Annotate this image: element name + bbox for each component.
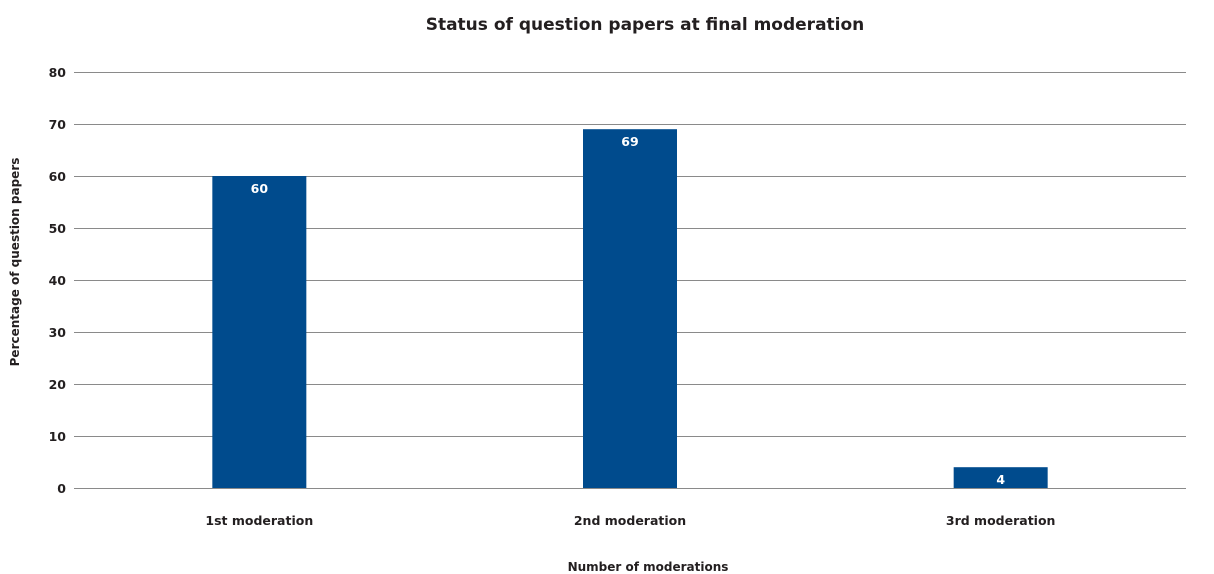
y-tick-label: 20 bbox=[49, 377, 67, 392]
data-label: 69 bbox=[621, 134, 638, 149]
bar bbox=[953, 467, 1048, 488]
y-tick-label: 40 bbox=[49, 273, 67, 288]
data-label: 4 bbox=[996, 472, 1005, 487]
bars bbox=[212, 129, 1048, 488]
data-labels: 60 69 4 bbox=[251, 134, 1006, 487]
y-tick-label: 0 bbox=[57, 481, 66, 496]
y-axis-ticks: 0 10 20 30 40 50 60 70 80 bbox=[49, 65, 67, 496]
y-tick-label: 10 bbox=[49, 429, 67, 444]
x-tick-label: 2nd moderation bbox=[574, 513, 686, 528]
x-axis-ticks: 1st moderation 2nd moderation 3rd moderati… bbox=[205, 513, 1055, 528]
y-tick-label: 50 bbox=[49, 221, 67, 236]
x-tick-label: 1st moderation bbox=[205, 513, 313, 528]
y-tick-label: 70 bbox=[49, 117, 67, 132]
x-axis-label: Number of moderations bbox=[568, 560, 729, 574]
y-tick-label: 80 bbox=[49, 65, 67, 80]
y-tick-label: 60 bbox=[49, 169, 67, 184]
chart-title: Status of question papers at final moder… bbox=[426, 15, 865, 35]
bar bbox=[583, 129, 677, 488]
data-label: 60 bbox=[251, 181, 269, 196]
y-tick-label: 30 bbox=[49, 325, 67, 340]
y-axis-label: Percentage of question papers bbox=[8, 158, 22, 367]
x-tick-label: 3rd moderation bbox=[946, 513, 1056, 528]
bar bbox=[212, 176, 307, 488]
